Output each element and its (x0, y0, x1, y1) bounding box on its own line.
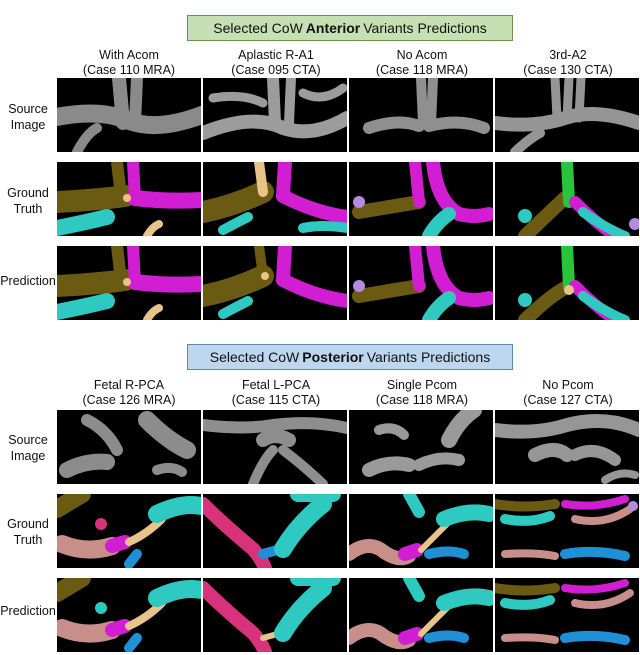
anterior-ground-truth-2 (203, 162, 347, 236)
column-case: (Case 126 MRA) (82, 393, 176, 407)
posterior-title-pre: Selected CoW (209, 349, 300, 365)
anterior-source-image-1 (57, 78, 201, 152)
posterior-row-label-source: Source Image (8, 433, 48, 463)
posterior-ground-truth-2 (203, 494, 347, 568)
anterior-prediction-3 (349, 246, 493, 320)
posterior-ground-truth-1 (57, 494, 201, 568)
column-case: (Case 118 MRA) (375, 393, 469, 407)
posterior-title-post: Variants Predictions (366, 349, 491, 365)
anterior-ground-truth-1 (57, 162, 201, 236)
column-case: (Case 118 MRA) (375, 63, 469, 77)
anterior-prediction-2 (203, 246, 347, 320)
anterior-source-image-3 (349, 78, 493, 152)
anterior-col-header-3: No Acom (Case 118 MRA) (349, 48, 495, 78)
column-name: Fetal L-PCA (241, 378, 311, 392)
anterior-col-header-1: With Acom (Case 110 MRA) (56, 48, 202, 78)
anterior-row-label-source: Source Image (8, 102, 48, 132)
posterior-row-label-prediction: Prediction (0, 604, 56, 618)
posterior-row-label-ground-truth: Ground Truth (7, 517, 49, 547)
column-case: (Case 095 CTA) (231, 63, 321, 77)
column-case: (Case 110 MRA) (82, 63, 176, 77)
anterior-ground-truth-4 (495, 162, 639, 236)
posterior-source-image-3 (349, 410, 493, 484)
posterior-col-header-2: Fetal L-PCA (Case 115 CTA) (203, 378, 349, 408)
column-case: (Case 115 CTA) (231, 393, 321, 407)
anterior-source-image-4 (495, 78, 639, 152)
anterior-title-post: Variants Predictions (363, 20, 487, 36)
posterior-prediction-2 (203, 578, 347, 652)
posterior-prediction-1 (57, 578, 201, 652)
anterior-source-image-2 (203, 78, 347, 152)
anterior-row-label-ground-truth: Ground Truth (7, 186, 49, 216)
column-case: (Case 127 CTA) (523, 393, 613, 407)
posterior-col-header-1: Fetal R-PCA (Case 126 MRA) (56, 378, 202, 408)
posterior-prediction-3 (349, 578, 493, 652)
posterior-prediction-4 (495, 578, 639, 652)
posterior-source-image-1 (57, 410, 201, 484)
column-name: No Acom (396, 48, 448, 62)
anterior-col-header-2: Aplastic R-A1 (Case 095 CTA) (203, 48, 349, 78)
column-name: With Acom (99, 48, 159, 62)
anterior-row-label-prediction: Prediction (0, 274, 56, 288)
column-case: (Case 130 CTA) (523, 63, 613, 77)
column-name: 3rd-A2 (549, 48, 587, 62)
anterior-title-banner: Selected CoW Anterior Variants Predictio… (187, 15, 513, 41)
column-name: Aplastic R-A1 (238, 48, 314, 62)
posterior-col-header-3: Single Pcom (Case 118 MRA) (349, 378, 495, 408)
posterior-ground-truth-3 (349, 494, 493, 568)
anterior-title-bold: Anterior (305, 20, 361, 36)
anterior-prediction-4 (495, 246, 639, 320)
column-name: Single Pcom (386, 378, 458, 392)
column-name: Fetal R-PCA (93, 378, 165, 392)
posterior-title-bold: Posterior (302, 349, 364, 365)
anterior-title-pre: Selected CoW (213, 20, 303, 36)
anterior-col-header-4: 3rd-A2 (Case 130 CTA) (495, 48, 640, 78)
anterior-prediction-1 (57, 246, 201, 320)
posterior-col-header-4: No Pcom (Case 127 CTA) (495, 378, 640, 408)
posterior-ground-truth-4 (495, 494, 639, 568)
posterior-title-banner: Selected CoW Posterior Variants Predicti… (187, 344, 513, 370)
posterior-source-image-4 (495, 410, 639, 484)
posterior-source-image-2 (203, 410, 347, 484)
column-name: No Pcom (542, 378, 594, 392)
anterior-ground-truth-3 (349, 162, 493, 236)
